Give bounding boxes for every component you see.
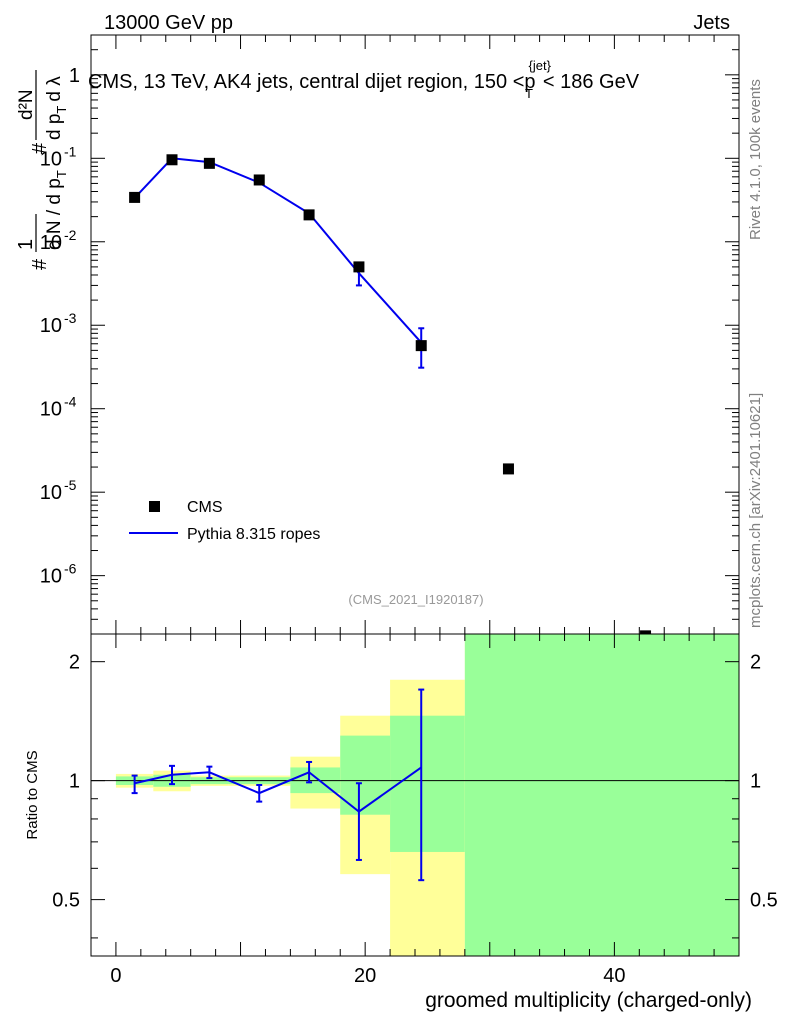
ylabel-hash-2: # xyxy=(29,142,51,154)
svg-text:#: # xyxy=(29,258,51,270)
y-tick-label: 1 xyxy=(69,65,80,87)
ratio-y-tick-label-right: 2 xyxy=(750,652,761,674)
ratio-y-tick-label-left: 0.5 xyxy=(52,890,80,912)
x-tick-label: 0 xyxy=(110,965,121,987)
ratio-band-green-6 xyxy=(390,715,465,852)
cms-data-point xyxy=(640,630,652,634)
main-panel-content xyxy=(129,154,652,634)
y-tick-label: 10 xyxy=(40,232,62,254)
header-left: 13000 GeV pp xyxy=(104,12,233,34)
ratio-ylabel: Ratio to CMS xyxy=(24,750,41,839)
rivet-label: Rivet 4.1.0, 100k events xyxy=(747,79,764,240)
cms-data-point xyxy=(253,174,265,186)
cms-data-point xyxy=(166,154,178,166)
pythia-line xyxy=(133,157,422,344)
legend: CMS Pythia 8.315 ropes xyxy=(129,499,320,543)
x-tick-label: 40 xyxy=(603,965,625,987)
title-sup: {jet} xyxy=(529,58,552,73)
legend-cms-marker xyxy=(149,501,160,512)
y-tick-label: 10 xyxy=(40,566,62,588)
chart-title: CMS, 13 TeV, AK4 jets, central dijet reg… xyxy=(88,58,640,101)
mcplots-label: mcplots.cern.ch [arXiv:2401.10621] xyxy=(747,393,764,628)
title-p: p xyxy=(524,71,535,93)
header-right: Jets xyxy=(693,12,730,34)
title-main: CMS, 13 TeV, AK4 jets, central dijet reg… xyxy=(88,71,524,93)
y-tick-label-exponent: -5 xyxy=(64,477,77,493)
y-tick-label-exponent: -4 xyxy=(64,394,77,410)
cms-data-point xyxy=(129,191,141,203)
ratio-y-tick-label-left: 1 xyxy=(69,771,80,793)
y-tick-label-exponent: -2 xyxy=(64,227,77,243)
ylabel-d2n: d²N xyxy=(16,89,37,120)
cms-data-point xyxy=(415,340,427,352)
legend-pythia-label: Pythia 8.315 ropes xyxy=(187,526,320,543)
ylabel-dn-dpt: d N / d pT xyxy=(44,170,69,250)
ratio-uncertainty-bands xyxy=(115,634,739,956)
ratio-y-tick-label-right: 1 xyxy=(750,771,761,793)
main-ylabel: # 1 d N / d pT # d²N d pTd λ xyxy=(15,70,69,270)
cms-data-point xyxy=(303,209,315,221)
y-tick-label: 10 xyxy=(40,482,62,504)
ylabel-hash: # xyxy=(29,258,51,270)
ratio-panel-content xyxy=(91,688,739,882)
title-tail: < 186 GeV xyxy=(543,71,640,93)
title-sub: T xyxy=(525,86,533,101)
cms-data-point xyxy=(203,157,215,169)
ylabel-one: 1 xyxy=(15,239,37,250)
ylabel-dpt-dl: d pTd λ xyxy=(44,76,69,140)
x-axis-label: groomed multiplicity (charged-only) xyxy=(425,989,752,1012)
y-tick-label: 10 xyxy=(40,148,62,170)
cms-data-point xyxy=(353,261,365,273)
ratio-y-tick-label-left: 2 xyxy=(69,652,80,674)
y-tick-label-exponent: -3 xyxy=(64,310,77,326)
y-tick-label: 10 xyxy=(40,315,62,337)
ratio-band-green-7 xyxy=(464,634,739,956)
analysis-tag: (CMS_2021_I1920187) xyxy=(348,592,483,607)
y-tick-label: 10 xyxy=(40,399,62,421)
legend-cms-label: CMS xyxy=(187,499,223,516)
ratio-y-tick-label-right: 0.5 xyxy=(750,890,778,912)
y-tick-label-exponent: -1 xyxy=(64,143,77,159)
ratio-band-green-5 xyxy=(340,735,391,815)
cms-data-point xyxy=(502,463,514,475)
y-tick-label-exponent: -6 xyxy=(64,561,77,577)
x-tick-label: 20 xyxy=(354,965,376,987)
